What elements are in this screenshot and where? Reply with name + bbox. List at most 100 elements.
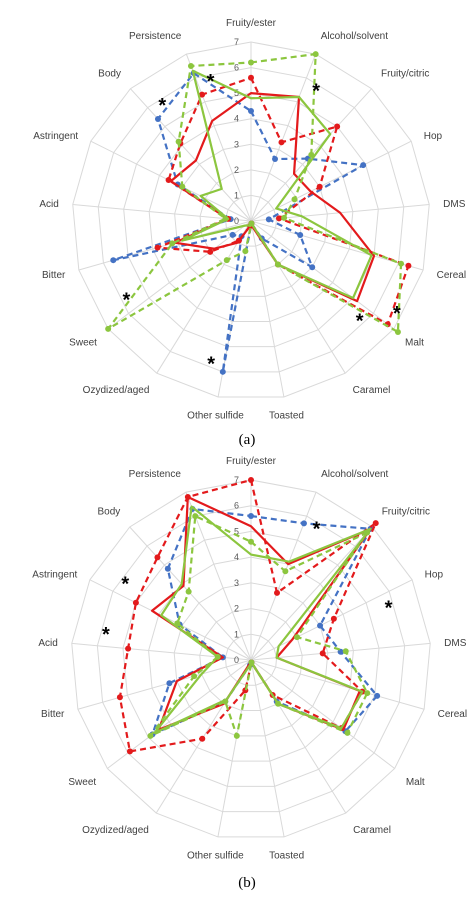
data-point-hop bbox=[316, 183, 323, 190]
radial-tick-label: 5 bbox=[234, 88, 239, 98]
data-point-cereal bbox=[398, 260, 405, 267]
category-label-sweet: Sweet bbox=[69, 337, 97, 348]
category-label-other-sulfide: Other sulfide bbox=[187, 411, 244, 422]
radial-tick-label: 3 bbox=[234, 578, 239, 588]
grid-ring bbox=[224, 633, 278, 686]
series-line bbox=[149, 515, 369, 738]
significance-asterisk: * bbox=[158, 95, 166, 117]
radar-grid bbox=[72, 41, 430, 398]
category-label-ozydized-aged: Ozydized/aged bbox=[82, 825, 149, 836]
data-point-sweet bbox=[105, 325, 112, 332]
data-point-malt bbox=[309, 264, 316, 271]
radial-tick-label: 0 bbox=[234, 216, 239, 226]
data-point-persistence bbox=[192, 513, 199, 520]
category-label-toasted: Toasted bbox=[269, 851, 304, 862]
grid-spoke bbox=[130, 88, 252, 222]
category-label-body: Body bbox=[98, 507, 121, 518]
data-point-other-sulfide bbox=[219, 368, 226, 375]
category-label-dms: DMS bbox=[444, 638, 467, 649]
category-label-fruity-ester: Fruity/ester bbox=[226, 18, 277, 29]
grid-ring bbox=[97, 67, 405, 373]
data-point-bitter bbox=[110, 257, 117, 264]
grid-ring bbox=[122, 530, 380, 787]
grid-ring bbox=[148, 118, 354, 323]
category-label-fruity-citric: Fruity/citric bbox=[382, 507, 430, 518]
category-label-cereal: Cereal bbox=[437, 270, 466, 281]
grid-ring bbox=[96, 505, 406, 813]
category-label-astringent: Astringent bbox=[33, 131, 78, 142]
category-label-malt: Malt bbox=[406, 777, 425, 788]
data-point-alcohol-solvent bbox=[278, 139, 285, 146]
data-point-hop bbox=[330, 615, 337, 622]
significance-asterisk: * bbox=[121, 574, 129, 596]
radial-tick-label: 6 bbox=[234, 501, 239, 511]
grid-spoke bbox=[78, 220, 252, 271]
category-label-fruity-citric: Fruity/citric bbox=[381, 68, 429, 79]
data-point-hop bbox=[317, 622, 324, 629]
data-point-fruity-ester bbox=[248, 538, 254, 545]
data-point-body bbox=[185, 588, 192, 595]
data-point-malt bbox=[394, 328, 401, 335]
radar-chart-a: 0 1 2 3 4 5 6 7 Fruity/ester Alcohol/solvent Fruit… bbox=[33, 18, 466, 448]
data-point-other-sulfide bbox=[242, 248, 249, 255]
significance-asterisk: * bbox=[207, 71, 215, 93]
data-point-dms bbox=[342, 648, 349, 655]
significance-asterisk: * bbox=[313, 519, 321, 541]
significance-asterisk: * bbox=[312, 80, 320, 102]
significance-asterisk: * bbox=[122, 290, 130, 312]
data-point-astringent bbox=[179, 183, 186, 190]
radar-chart-b: 0 1 2 3 4 5 6 7 Fruity/ester Alcohol/solvent Fruit… bbox=[32, 456, 467, 891]
data-point-fruity-ester bbox=[248, 108, 254, 115]
category-label-acid: Acid bbox=[39, 199, 58, 210]
category-label-bitter: Bitter bbox=[41, 709, 65, 720]
significance-asterisk: * bbox=[207, 353, 215, 375]
data-point-fruity-ester bbox=[248, 74, 254, 81]
grid-spoke bbox=[250, 659, 395, 769]
significance-asterisk: * bbox=[393, 303, 401, 325]
category-label-alcohol-solvent: Alcohol/solvent bbox=[321, 31, 388, 42]
series-3 bbox=[147, 513, 371, 739]
category-label-fruity-ester: Fruity/ester bbox=[226, 456, 277, 467]
grid-ring bbox=[174, 143, 328, 297]
data-point-body bbox=[164, 565, 171, 572]
data-point-astringent bbox=[132, 599, 139, 606]
category-label-ozydized-aged: Ozydized/aged bbox=[83, 385, 150, 396]
grid-ring bbox=[71, 479, 431, 838]
grid-spoke bbox=[250, 220, 285, 398]
data-point-persistence bbox=[199, 91, 206, 98]
radial-tick-label: 1 bbox=[234, 629, 239, 639]
radial-tick-label: 7 bbox=[234, 475, 239, 485]
data-point-fruity-ester bbox=[248, 477, 254, 483]
grid-spoke bbox=[250, 491, 317, 661]
radial-tick-label: 3 bbox=[234, 139, 239, 149]
series-4 bbox=[153, 505, 372, 734]
grid-spoke bbox=[72, 203, 252, 222]
data-point-cereal bbox=[297, 231, 304, 238]
category-label-bitter: Bitter bbox=[42, 270, 66, 281]
data-point-hop bbox=[360, 162, 367, 169]
grid-spoke bbox=[156, 220, 252, 374]
grid-spoke bbox=[77, 659, 252, 710]
data-point-dms bbox=[281, 214, 288, 221]
radial-tick-label: 5 bbox=[234, 526, 239, 536]
grid-spoke bbox=[250, 526, 373, 661]
data-point-other-sulfide bbox=[233, 732, 240, 739]
series-line bbox=[181, 69, 373, 300]
data-point-acid bbox=[125, 645, 132, 652]
grid-spoke bbox=[185, 53, 252, 222]
category-label-cereal: Cereal bbox=[438, 709, 467, 720]
category-label-caramel: Caramel bbox=[353, 825, 391, 836]
data-point-fruity-ester bbox=[248, 59, 254, 66]
data-point-hop bbox=[294, 634, 301, 641]
data-point-bitter bbox=[116, 694, 123, 701]
category-label-hop: Hop bbox=[424, 131, 443, 142]
radial-tick-label: 7 bbox=[234, 37, 239, 47]
significance-asterisk: * bbox=[102, 624, 110, 646]
category-label-persistence: Persistence bbox=[129, 31, 182, 42]
data-point-alcohol-solvent bbox=[300, 520, 307, 527]
data-point-sweet bbox=[229, 231, 236, 238]
grid-spoke bbox=[250, 53, 317, 222]
data-point-cereal bbox=[405, 262, 412, 269]
data-point-persistence bbox=[187, 63, 194, 70]
grid-spoke bbox=[250, 659, 285, 838]
